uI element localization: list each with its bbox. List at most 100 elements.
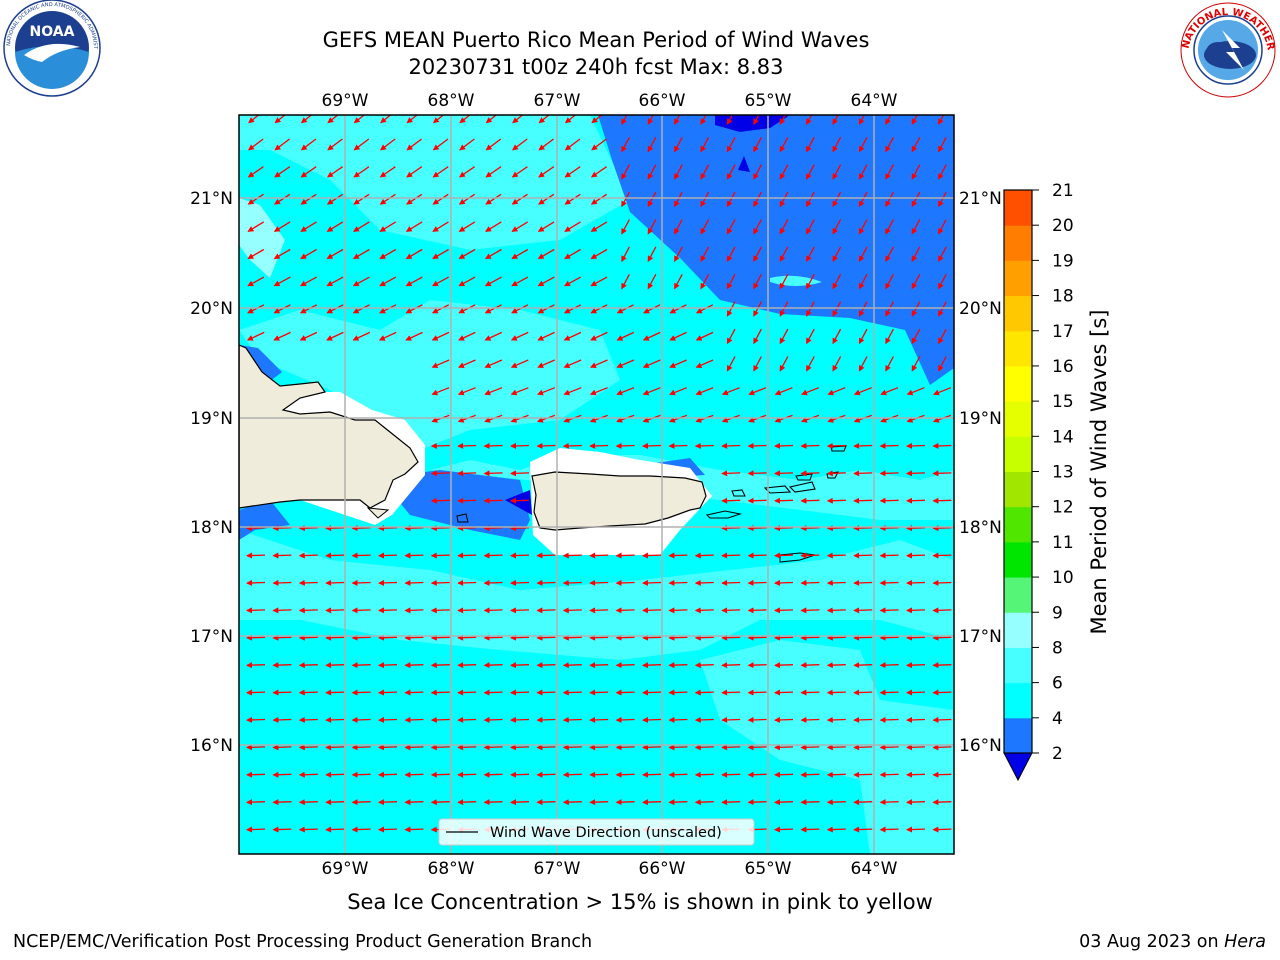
wind-wave-arrow — [721, 634, 741, 641]
wind-wave-arrow — [642, 662, 662, 669]
wind-wave-arrow — [774, 716, 794, 723]
wind-wave-arrow — [564, 193, 581, 205]
wind-wave-arrow — [430, 470, 450, 477]
colorbar-segment — [1004, 717, 1032, 754]
wind-wave-arrow — [353, 138, 370, 151]
wind-wave-arrow — [510, 744, 530, 751]
wind-wave-arrow — [800, 799, 820, 806]
wind-wave-arrow — [747, 744, 767, 751]
wind-wave-arrow — [832, 136, 842, 153]
wind-wave-arrow — [853, 716, 873, 723]
wind-wave-arrow — [858, 164, 868, 180]
wind-wave-arrow — [826, 525, 846, 532]
wind-wave-arrow — [721, 525, 741, 532]
colorbar-segment — [1004, 260, 1032, 297]
wind-wave-arrow — [616, 304, 634, 314]
wind-wave-arrow — [590, 276, 608, 287]
wind-wave-arrow — [832, 164, 842, 180]
wind-wave-arrow — [879, 826, 899, 833]
wind-wave-arrow — [885, 219, 894, 235]
wind-wave-arrow — [694, 689, 714, 696]
wind-wave-arrow — [483, 579, 503, 586]
lon-labels: 69°W 68°W 67°W 66°W 65°W 64°W 69°W 68°W … — [322, 91, 898, 879]
wind-wave-arrow — [326, 248, 344, 260]
wind-wave-arrow — [589, 579, 609, 586]
wind-wave-arrow — [879, 744, 899, 751]
wind-wave-arrow — [832, 356, 842, 372]
wind-wave-arrow — [510, 579, 530, 586]
wind-wave-arrow — [668, 579, 688, 586]
wind-wave-arrow — [404, 771, 424, 778]
wind-wave-arrow — [906, 826, 926, 833]
wind-wave-arrow — [615, 662, 635, 669]
wind-wave-arrow — [853, 470, 873, 477]
wind-wave-arrow — [827, 387, 846, 396]
wind-wave-arrow — [911, 136, 921, 153]
wind-wave-arrow — [700, 136, 710, 153]
wind-wave-arrow — [536, 771, 556, 778]
wind-wave-arrow — [853, 826, 873, 833]
wind-wave-arrow — [457, 387, 476, 396]
wind-wave-arrow — [564, 221, 581, 232]
wind-wave-arrow — [694, 607, 714, 614]
wind-wave-arrow — [800, 826, 820, 833]
wind-wave-arrow — [325, 552, 345, 559]
wind-wave-arrow — [906, 799, 926, 806]
wind-wave-arrow — [537, 276, 555, 287]
wind-wave-arrow — [273, 276, 291, 287]
wind-wave-arrow — [379, 166, 396, 178]
wind-wave-arrow — [248, 115, 260, 124]
wind-wave-arrow — [326, 304, 344, 314]
wind-wave-arrow — [779, 301, 789, 317]
wind-wave-arrow — [405, 276, 423, 287]
wind-wave-arrow — [432, 276, 450, 287]
wind-wave-arrow — [510, 497, 530, 504]
wind-wave-arrow — [536, 716, 556, 723]
wind-wave-arrow — [615, 607, 635, 614]
wind-wave-arrow — [721, 689, 741, 696]
wind-wave-arrow — [351, 525, 371, 532]
wind-wave-arrow — [853, 607, 873, 614]
wind-wave-arrow — [352, 331, 371, 341]
wind-wave-arrow — [298, 525, 318, 532]
wind-wave-arrow — [405, 221, 423, 232]
wind-wave-arrow — [906, 387, 925, 396]
wind-wave-arrow — [300, 166, 317, 178]
wind-wave-arrow — [806, 328, 815, 345]
wind-wave-arrow — [589, 744, 609, 751]
wind-wave-arrow — [806, 191, 815, 208]
wind-wave-arrow — [511, 221, 529, 232]
wind-wave-arrow — [826, 662, 846, 669]
wind-wave-arrow — [753, 191, 762, 208]
wind-wave-arrow — [457, 607, 477, 614]
wind-wave-arrow — [726, 219, 736, 235]
wind-wave-arrow — [406, 166, 423, 178]
colorbar: 21 20 19 18 17 16 15 14 13 12 11 10 9 8 6 4 2 Mean Perio… — [1003, 181, 1111, 782]
wind-wave-arrow — [537, 304, 555, 314]
wind-wave-arrow — [351, 552, 371, 559]
wind-wave-arrow — [932, 634, 952, 641]
wind-wave-arrow — [674, 136, 683, 153]
wind-wave-arrow — [298, 716, 318, 723]
wind-wave-arrow — [404, 662, 424, 669]
wind-wave-arrow — [938, 164, 947, 180]
wind-wave-arrow — [747, 525, 767, 532]
wind-wave-arrow — [621, 191, 630, 208]
wind-wave-arrow — [800, 634, 820, 641]
wind-wave-arrow — [695, 359, 714, 368]
wind-wave-arrow — [721, 662, 741, 669]
wind-wave-arrow — [647, 246, 657, 262]
wind-wave-arrow — [774, 579, 794, 586]
colorbar-extend-triangle — [1003, 752, 1033, 782]
wind-wave-arrow — [800, 607, 820, 614]
svg-text:NOAA: NOAA — [30, 24, 75, 40]
wind-wave-arrow — [458, 248, 476, 260]
wind-wave-arrow — [858, 246, 868, 262]
wind-wave-arrow — [404, 744, 424, 751]
wind-wave-arrow — [457, 716, 477, 723]
wind-wave-arrow — [326, 221, 344, 232]
wind-wave-arrow — [721, 470, 741, 477]
wind-wave-arrow — [726, 328, 736, 345]
footer-date-text: 03 Aug 2023 on — [1079, 932, 1225, 952]
wind-wave-arrow — [879, 689, 899, 696]
